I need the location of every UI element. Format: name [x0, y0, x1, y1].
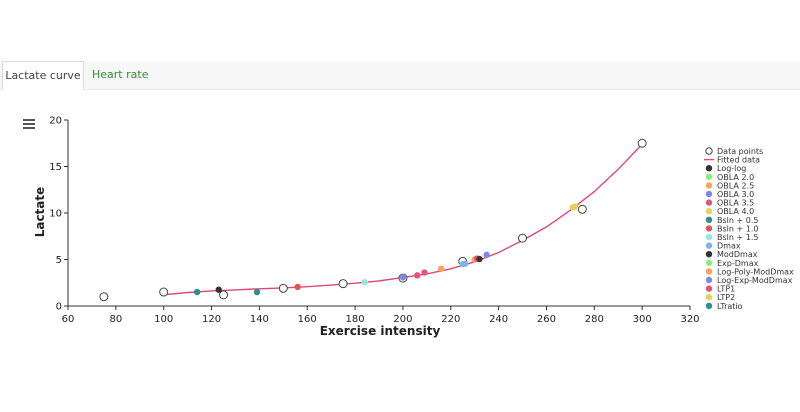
legend-item-label: OBLA 3.0 — [717, 190, 754, 199]
data-point — [518, 233, 528, 243]
y-tick-label: 15 — [49, 162, 62, 173]
tab-heart-rate[interactable]: Heart rate — [92, 68, 149, 81]
x-tick-label: 240 — [489, 314, 508, 325]
tab-bar: Lactate curve Heart rate — [0, 61, 800, 90]
legend-item-swatch — [705, 268, 713, 275]
threshold-point — [421, 269, 428, 276]
x-tick-label: 180 — [346, 314, 365, 325]
x-tick-label: 320 — [680, 314, 699, 325]
legend-item-label: ModDmax — [717, 250, 758, 259]
tab-lactate-curve[interactable]: Lactate curve — [2, 61, 84, 90]
data-point — [99, 292, 109, 302]
legend-item-swatch — [705, 208, 713, 215]
x-tick-label: 140 — [250, 314, 269, 325]
x-tick-label: 60 — [62, 314, 75, 325]
legend-item-label: Log-Poly-ModDmax — [717, 267, 794, 276]
hamburger-menu-icon[interactable] — [23, 119, 35, 131]
legend-item-swatch — [705, 173, 713, 180]
threshold-point — [414, 272, 421, 279]
legend-fitted-data-label: Fitted data — [717, 156, 760, 165]
x-tick-label: 120 — [202, 314, 221, 325]
legend-item-label: OBLA 4.0 — [717, 207, 754, 216]
threshold-point — [253, 288, 261, 296]
data-point — [219, 290, 228, 300]
legend-item-swatch — [705, 233, 713, 241]
legend-item-label: OBLA 2.5 — [717, 181, 754, 190]
legend-item-label: Exp-Dmax — [717, 259, 759, 268]
x-tick-label: 100 — [154, 314, 173, 325]
legend-item-label: Bsln + 1.5 — [717, 233, 758, 242]
x-tick-label: 80 — [109, 314, 122, 325]
data-point — [637, 138, 647, 148]
threshold-point — [294, 283, 301, 291]
legend-item-swatch — [705, 190, 713, 198]
legend-item-swatch — [705, 276, 713, 284]
legend-item-swatch — [705, 216, 713, 223]
legend-item-label: OBLA 2.0 — [717, 173, 754, 182]
legend-item-swatch — [705, 182, 713, 189]
legend-item-swatch — [705, 251, 713, 258]
legend-data-points-swatch — [705, 147, 713, 155]
legend-item-label: Dmax — [717, 242, 741, 251]
data-point — [577, 204, 587, 214]
legend-item-label: LTP2 — [717, 293, 735, 302]
x-tick-label: 300 — [633, 314, 652, 325]
threshold-points-layer — [193, 203, 579, 296]
y-tick-label: 5 — [56, 255, 62, 266]
threshold-point — [361, 279, 368, 286]
x-tick-label: 200 — [393, 314, 412, 325]
data-point — [278, 283, 288, 293]
y-tick-label: 20 — [49, 116, 62, 127]
threshold-point — [459, 260, 466, 268]
legend-item-swatch — [705, 259, 713, 266]
threshold-point — [476, 255, 483, 263]
legend-item-label: OBLA 3.5 — [717, 199, 754, 208]
legend-item-label: Bsln + 0.5 — [717, 216, 758, 225]
legend-item-label: Bsln + 1.0 — [717, 224, 758, 233]
x-axis-title: Exercise intensity — [320, 324, 441, 338]
legend-item-swatch — [705, 165, 713, 172]
legend-item-swatch — [705, 242, 713, 249]
threshold-point — [193, 288, 201, 296]
data-points-layer — [99, 138, 647, 302]
legend-item-label: LTP1 — [717, 285, 735, 294]
legend-item-swatch — [705, 302, 713, 309]
legend-data-points-label: Data points — [717, 147, 763, 156]
threshold-point — [215, 286, 222, 293]
y-tick-label: 10 — [49, 209, 62, 220]
data-point — [338, 279, 348, 289]
threshold-point — [399, 273, 407, 281]
legend-item-swatch — [705, 199, 713, 206]
y-tick-label: 0 — [56, 302, 62, 313]
x-tick-label: 160 — [298, 314, 317, 325]
legend-item-swatch — [705, 285, 713, 292]
data-point — [159, 287, 169, 297]
fitted-data-line — [163, 143, 643, 296]
threshold-point — [483, 251, 490, 259]
fitted-curve-layer — [163, 143, 643, 296]
chart-axes: 60 80 100 120 140 160 180 200 220 240 260 280 300 320… — [49, 116, 699, 326]
legend-item-label: Log-Exp-ModDmax — [717, 276, 793, 285]
threshold-point — [438, 265, 445, 272]
legend-item-swatch — [705, 294, 713, 301]
x-tick-label: 280 — [585, 314, 604, 325]
legend-item-label: LTratio — [717, 302, 743, 311]
y-axis-title: Lactate — [33, 187, 47, 238]
x-tick-label: 220 — [441, 314, 460, 325]
x-tick-label: 260 — [537, 314, 556, 325]
legend-item-swatch — [705, 225, 713, 232]
threshold-point — [569, 204, 576, 211]
legend-item-label: Log-log — [717, 164, 746, 173]
